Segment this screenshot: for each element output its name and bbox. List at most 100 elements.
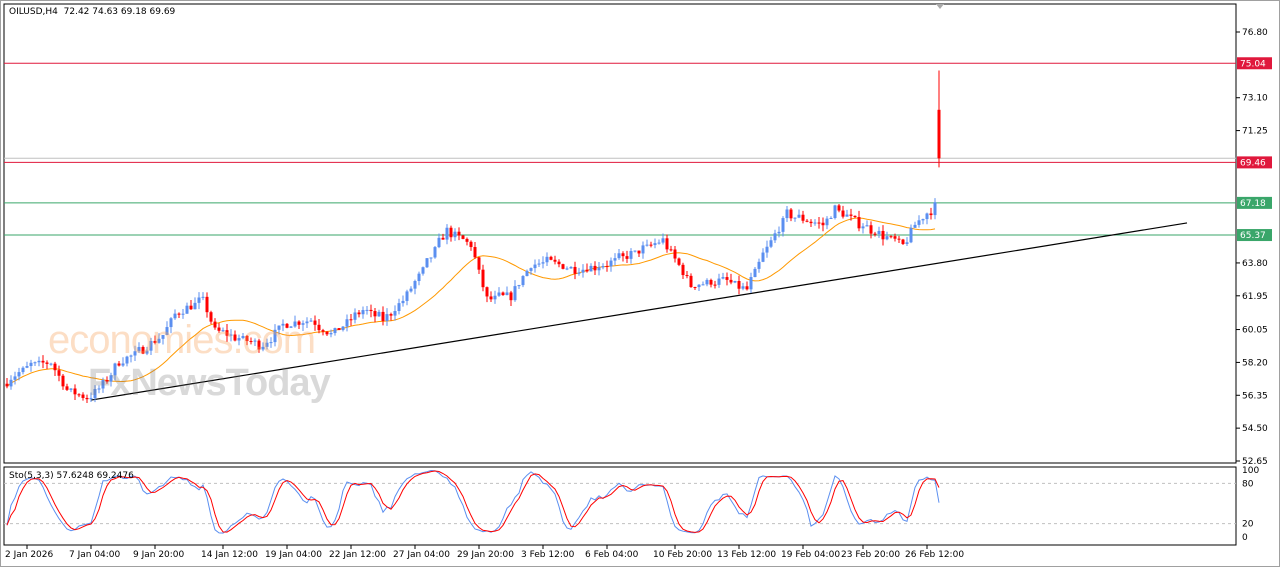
candle-body: [861, 226, 865, 229]
candle-body: [85, 397, 89, 400]
candle-body: [281, 323, 285, 326]
candle-body: [273, 329, 277, 343]
candle-body: [629, 251, 633, 259]
candle-body: [577, 272, 581, 274]
candle-body: [841, 210, 845, 217]
moving-average-line: [6, 217, 936, 387]
candle-body: [169, 318, 173, 328]
trendline: [90, 222, 1188, 401]
candle-body: [497, 292, 501, 296]
candle-body: [205, 296, 209, 313]
candle-body: [301, 323, 305, 325]
candle-body: [505, 292, 509, 296]
candle-body: [397, 303, 401, 312]
candle-body: [145, 350, 149, 354]
main-panel-frame: [3, 3, 1237, 464]
candle-body: [13, 376, 17, 380]
candle-body: [709, 279, 713, 285]
candle-body: [561, 264, 565, 269]
candle-body: [253, 340, 257, 342]
candle-body: [657, 242, 661, 244]
candle-body: [789, 209, 793, 219]
candle-body: [433, 247, 437, 258]
candle-body: [877, 230, 881, 234]
x-tick-label: 13 Feb 12:00: [717, 550, 776, 560]
candle-body: [377, 311, 381, 317]
candle-body: [849, 214, 853, 216]
candle-body: [473, 247, 477, 258]
stochastic-panel-frame: [3, 466, 1237, 546]
candle-body: [225, 330, 229, 336]
candle-body: [693, 287, 697, 289]
candle-body: [21, 367, 25, 373]
candle-body: [817, 222, 821, 224]
candle-body: [385, 314, 389, 321]
candle-body: [113, 363, 117, 376]
candle-body: [477, 257, 481, 270]
level-price-label: 67.18: [1240, 199, 1266, 209]
candle-body: [137, 346, 141, 352]
candle-body: [217, 327, 221, 331]
x-tick-label: 23 Feb 20:00: [841, 550, 900, 560]
candle-body: [605, 266, 609, 268]
candle-body: [257, 340, 261, 350]
candle-body: [517, 285, 521, 287]
candle-body: [293, 321, 297, 327]
candle-body: [189, 305, 193, 310]
candle-body: [613, 258, 617, 261]
candle-body: [869, 225, 873, 234]
candle-body: [277, 325, 281, 330]
x-tick-label: 22 Jan 12:00: [329, 550, 386, 560]
candle-body: [213, 321, 217, 328]
x-tick-label: 19 Feb 04:00: [781, 550, 840, 560]
x-tick-label: 7 Jan 04:00: [69, 550, 121, 560]
candle-body: [597, 267, 601, 271]
candle-body: [537, 263, 541, 265]
candle-body: [829, 218, 833, 220]
candle-body: [105, 380, 109, 382]
stochastic-level-label: 100: [1242, 466, 1259, 476]
candle-body: [665, 238, 669, 250]
candle-body: [29, 362, 33, 367]
candle-body: [117, 363, 121, 366]
candle-body: [353, 312, 357, 320]
candle-body: [153, 340, 157, 343]
candle-body: [241, 335, 245, 339]
candle-body: [41, 360, 45, 363]
candle-body: [801, 214, 805, 221]
candle-body: [541, 262, 545, 264]
candle-body: [813, 222, 817, 224]
candle-body: [93, 389, 97, 399]
y-tick-label: 54.50: [1242, 424, 1268, 434]
candle-body: [893, 236, 897, 239]
candle-body: [57, 370, 61, 376]
candle-body: [529, 268, 533, 271]
candle-body: [897, 238, 901, 240]
candle-body: [289, 326, 293, 328]
candle-body: [773, 233, 777, 241]
candle-body: [573, 266, 577, 274]
candle-body: [677, 258, 681, 265]
level-price-label: 65.37: [1240, 231, 1266, 241]
candle-body: [369, 309, 373, 312]
candle-body: [649, 244, 653, 246]
candle-body: [909, 227, 913, 243]
candle-body: [857, 217, 861, 229]
level-price-label: 75.04: [1240, 59, 1266, 69]
candle-body: [133, 351, 137, 356]
candle-body: [645, 244, 649, 246]
candle-body: [81, 394, 85, 398]
candle-body: [881, 230, 885, 240]
candle-body: [785, 209, 789, 219]
candle-body: [457, 231, 461, 236]
candle-body: [917, 220, 921, 225]
candle-body: [513, 286, 517, 301]
stochastic-label: Sto(5,3,3) 57.6248 69.2476: [9, 471, 134, 481]
candle-body: [149, 340, 153, 351]
candle-body: [161, 335, 165, 339]
candle-body: [769, 240, 773, 247]
candle-body: [821, 222, 825, 226]
candle-body: [845, 214, 849, 217]
